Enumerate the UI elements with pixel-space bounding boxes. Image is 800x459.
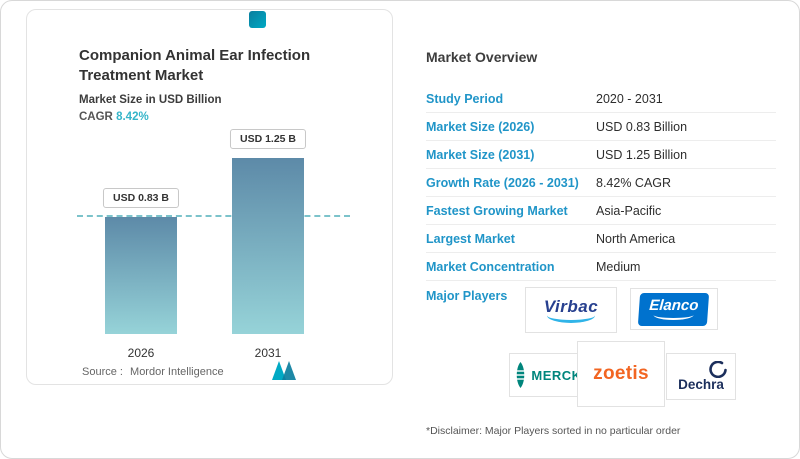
x-axis-label: 2031 bbox=[254, 346, 282, 360]
overview-row: Market Concentration Medium bbox=[426, 253, 776, 281]
overview-row-value: USD 0.83 Billion bbox=[596, 119, 688, 134]
overview-row: Fastest Growing Market Asia-Pacific bbox=[426, 197, 776, 225]
source-note: Source : Mordor Intelligence bbox=[82, 366, 224, 378]
overview-row: Largest Market North America bbox=[426, 225, 776, 253]
dechra-logo: Dechra bbox=[666, 353, 736, 400]
overview-row-value: 2020 - 2031 bbox=[596, 91, 663, 106]
merck-logo: MERCK bbox=[509, 353, 587, 397]
overview-row-value: USD 1.25 Billion bbox=[596, 147, 688, 162]
reference-line bbox=[77, 215, 350, 217]
dechra-logo-text: Dechra bbox=[678, 377, 724, 393]
dechra-swoosh-icon bbox=[709, 361, 727, 379]
mordor-logo-mark-icon bbox=[249, 11, 266, 28]
elanco-logo-text: Elanco bbox=[649, 296, 700, 314]
merck-logo-text: MERCK bbox=[531, 367, 582, 383]
cagr-value: 8.42% bbox=[116, 111, 149, 123]
virbac-logo-text: Virbac bbox=[543, 296, 599, 316]
source-label: Source : bbox=[82, 366, 123, 378]
overview-row-label: Study Period bbox=[426, 91, 504, 106]
cagr-line: CAGR 8.42% bbox=[79, 111, 149, 123]
overview-row-label: Market Size (2026) bbox=[426, 119, 535, 134]
chart-subtitle: Market Size in USD Billion bbox=[79, 94, 222, 106]
mordor-logo-icon bbox=[272, 361, 296, 380]
overview-row-label: Fastest Growing Market bbox=[426, 203, 568, 218]
overview-row: Growth Rate (2026 - 2031) 8.42% CAGR bbox=[426, 169, 776, 197]
merck-lens-icon bbox=[515, 362, 527, 388]
zoetis-logo: zoetis bbox=[577, 341, 665, 407]
overview-row-value: Medium bbox=[596, 259, 641, 274]
overview-table: Study Period 2020 - 2031 Market Size (2026… bbox=[426, 85, 776, 281]
overview-row-value: 8.42% CAGR bbox=[596, 175, 672, 190]
market-overview-panel: Market Overview Study Period 2020 - 2031 M… bbox=[426, 1, 778, 458]
overview-row-label: Market Size (2031) bbox=[426, 147, 535, 162]
overview-row: Market Size (2026) USD 0.83 Billion bbox=[426, 113, 776, 141]
bar-2031 bbox=[232, 158, 304, 334]
bar-2026 bbox=[105, 217, 177, 334]
overview-row-value: Asia-Pacific bbox=[596, 203, 662, 218]
chart-card: Companion Animal Ear Infection Treatment… bbox=[26, 9, 393, 385]
elanco-badge: Elanco bbox=[638, 292, 710, 326]
overview-row-label: Growth Rate (2026 - 2031) bbox=[426, 175, 579, 190]
elanco-logo: Elanco bbox=[630, 288, 718, 330]
overview-row-label: Market Concentration bbox=[426, 259, 555, 274]
zoetis-logo-text: zoetis bbox=[593, 363, 649, 384]
overview-row-label: Largest Market bbox=[426, 231, 515, 246]
bar-chart: USD 0.83 B 2026 USD 1.25 B 2031 bbox=[27, 10, 392, 360]
elanco-swoosh-icon bbox=[653, 314, 694, 320]
source-value: Mordor Intelligence bbox=[130, 366, 224, 378]
x-axis-label: 2026 bbox=[127, 346, 155, 360]
overview-row: Market Size (2031) USD 1.25 Billion bbox=[426, 141, 776, 169]
chart-title: Companion Animal Ear Infection Treatment… bbox=[79, 47, 311, 85]
virbac-swoosh-icon bbox=[547, 314, 595, 323]
overview-row: Study Period 2020 - 2031 bbox=[426, 85, 776, 113]
major-players-label: Major Players bbox=[426, 289, 508, 303]
bar-value-label: USD 1.25 B bbox=[229, 129, 307, 149]
cagr-label: CAGR bbox=[79, 111, 113, 123]
disclaimer-text: *Disclaimer: Major Players sorted in no … bbox=[426, 425, 681, 437]
overview-heading: Market Overview bbox=[426, 49, 538, 65]
bar-value-label: USD 0.83 B bbox=[102, 188, 180, 208]
overview-row-value: North America bbox=[596, 231, 676, 246]
virbac-logo: Virbac bbox=[525, 287, 617, 333]
